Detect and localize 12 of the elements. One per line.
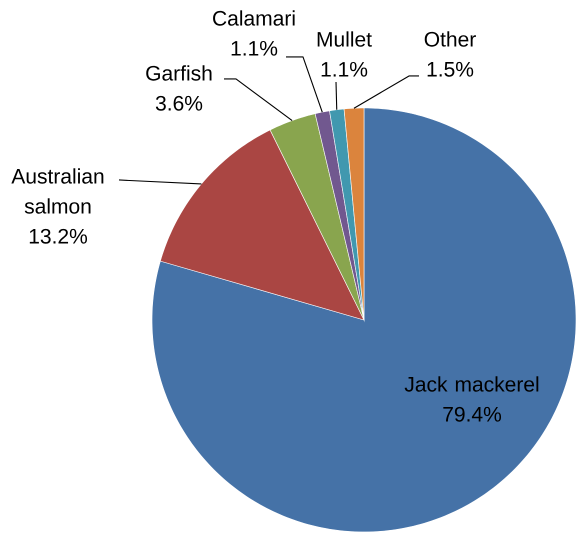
slice-label: Calamari (213, 10, 295, 26)
data-label: 79.4% (443, 406, 502, 422)
slice-label: Mullet (318, 31, 372, 47)
data-label: 3.6% (156, 96, 202, 111)
slice-label: Australian salmon (11, 168, 104, 214)
data-label: 13.2% (30, 228, 88, 244)
data-label: 1.5% (428, 62, 474, 77)
slice-label: Other (424, 31, 476, 47)
data-label: 1.1% (232, 40, 278, 56)
slice-label: Jack mackerel (404, 376, 538, 392)
data-label: 1.1% (322, 62, 368, 77)
slice-label: Garfish (146, 65, 212, 81)
